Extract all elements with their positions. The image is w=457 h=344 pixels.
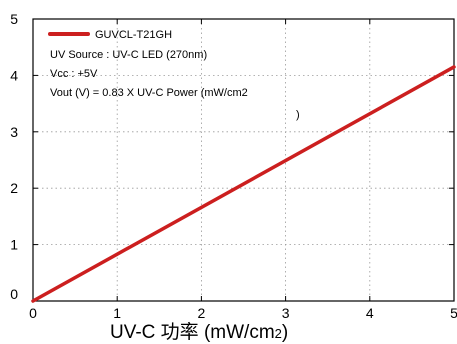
x-axis-label-main: UV-C 功率 (mW/cm — [110, 321, 275, 343]
annotation-vout-formula: Vout (V) = 0.83 X UV-C Power (mW/cm2 — [50, 87, 248, 99]
x-tick-label: 4 — [366, 305, 374, 321]
x-axis-label: UV-C 功率 (mW/cm2) — [110, 321, 288, 343]
x-axis-label-close: ) — [282, 322, 288, 343]
ticks-layer: 0 1 2 3 4 5 0 1 2 3 4 5 — [10, 11, 457, 321]
series-layer — [31, 65, 456, 303]
annotation-uv-source: UV Source : UV-C LED (270nm) — [50, 49, 207, 61]
x-tick-label: 0 — [29, 305, 37, 321]
annotation-vcc: Vcc : +5V — [50, 68, 98, 80]
series-line-guvcl-t21gh — [31, 65, 456, 303]
y-tick-label: 2 — [10, 180, 18, 196]
annotation-vout-formula-close: ) — [296, 109, 300, 121]
x-axis-label-subscript: 2 — [275, 326, 282, 341]
plot-frame — [32, 18, 455, 302]
legend: GUVCL-T21GH — [48, 29, 172, 41]
y-tick-label: 4 — [10, 67, 18, 83]
x-tick-label: 3 — [282, 305, 290, 321]
x-tick-label: 1 — [113, 305, 121, 321]
x-tick-label: 5 — [450, 305, 457, 321]
y-tick-label: 1 — [10, 237, 18, 253]
y-tick-label: 3 — [10, 124, 18, 140]
annotations: UV Source : UV-C LED (270nm) Vcc : +5V V… — [50, 49, 300, 121]
legend-label: GUVCL-T21GH — [95, 29, 172, 41]
grid-layer — [33, 19, 454, 301]
x-tick-label: 2 — [198, 305, 206, 321]
y-tick-label: 0 — [10, 286, 18, 302]
y-tick-label: 5 — [10, 11, 18, 27]
